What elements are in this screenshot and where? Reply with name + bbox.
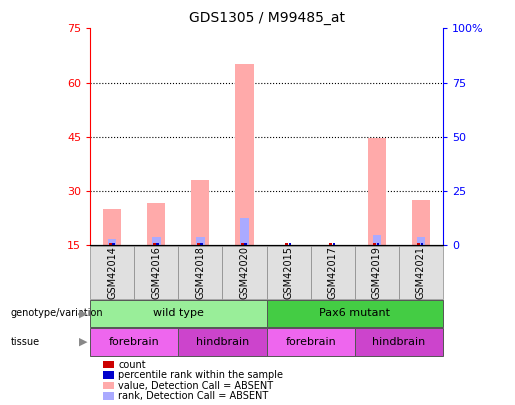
Text: forebrain: forebrain [109, 337, 160, 347]
Bar [156, 243, 159, 245]
Bar [368, 139, 386, 245]
Title: GDS1305 / M99485_at: GDS1305 / M99485_at [188, 11, 345, 25]
Bar [412, 200, 430, 245]
Bar [147, 203, 165, 245]
Bar [285, 243, 288, 245]
Bar [373, 243, 376, 245]
Text: rank, Detection Call = ABSENT: rank, Detection Call = ABSENT [118, 391, 269, 401]
Text: count: count [118, 360, 146, 369]
Bar [418, 243, 420, 245]
Bar [372, 235, 381, 245]
Text: ▶: ▶ [79, 337, 88, 347]
Bar [241, 243, 244, 245]
Bar [153, 243, 156, 245]
Bar [288, 243, 291, 245]
Text: wild type: wild type [153, 309, 204, 318]
Bar [240, 218, 249, 245]
Bar [245, 243, 247, 245]
Text: percentile rank within the sample: percentile rank within the sample [118, 370, 283, 380]
Bar [421, 243, 423, 245]
Bar [196, 237, 204, 245]
Text: tissue: tissue [10, 337, 40, 347]
Bar [103, 209, 121, 245]
Bar [191, 180, 210, 245]
Bar [109, 243, 112, 245]
Bar [152, 237, 161, 245]
Bar [377, 243, 379, 245]
Bar [329, 243, 332, 245]
Text: genotype/variation: genotype/variation [10, 309, 103, 318]
Bar [235, 64, 253, 245]
Bar [417, 237, 425, 245]
Bar [200, 243, 203, 245]
Text: hindbrain: hindbrain [196, 337, 249, 347]
Text: value, Detection Call = ABSENT: value, Detection Call = ABSENT [118, 381, 273, 390]
Text: ▶: ▶ [79, 309, 88, 318]
Bar [108, 239, 116, 245]
Bar [197, 243, 200, 245]
Text: hindbrain: hindbrain [372, 337, 425, 347]
Text: forebrain: forebrain [285, 337, 336, 347]
Text: Pax6 mutant: Pax6 mutant [319, 309, 390, 318]
Bar [112, 243, 115, 245]
Bar [333, 243, 335, 245]
